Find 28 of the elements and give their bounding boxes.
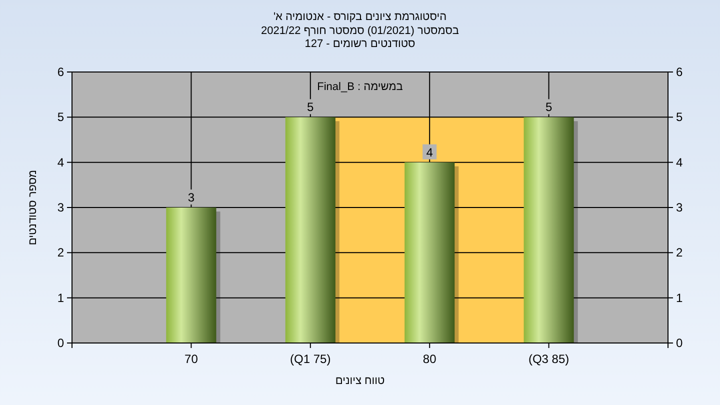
y2-tick-label: 1 (676, 290, 683, 305)
y-tick-label: 5 (57, 110, 64, 124)
x-tick-label: 70 (184, 352, 198, 366)
text: סטודנטים רשומים - 127 (304, 38, 416, 50)
annotation: במשימה : Final_B (317, 81, 404, 93)
y2-tick-label: 0 (676, 336, 683, 350)
data-label: 5 (545, 100, 552, 114)
y-tick-label: 4 (57, 155, 64, 170)
text: בסמסטר (01/2021) סמסטר חורף 2021/22 (260, 25, 460, 37)
x-tick-label: (Q3 85) (528, 352, 570, 366)
data-label: 5 (307, 100, 314, 114)
y-tick-label: 6 (57, 65, 64, 79)
chart-title: היסטוגרמת ציונים בקורס - אנטומיה א' (273, 11, 447, 23)
y-axis-title: מספר סטודנטים (27, 170, 39, 246)
y-tick-label: 3 (57, 200, 64, 214)
x-axis-title: טווח ציונים (335, 375, 385, 387)
y-tick-label: 2 (57, 246, 64, 260)
y2-tick-label: 2 (676, 246, 683, 260)
x-tick-label: (Q1 75) (290, 352, 331, 366)
y-tick-label: 1 (57, 290, 64, 305)
y2-tick-label: 4 (676, 155, 683, 170)
x-tick-label: 80 (422, 352, 437, 366)
y-tick-label: 0 (57, 336, 64, 350)
y2-tick-label: 6 (676, 65, 683, 79)
y2-tick-label: 3 (676, 200, 683, 214)
y2-tick-label: 5 (676, 110, 683, 124)
data-label: 3 (188, 190, 195, 204)
data-label: 4 (426, 145, 434, 160)
